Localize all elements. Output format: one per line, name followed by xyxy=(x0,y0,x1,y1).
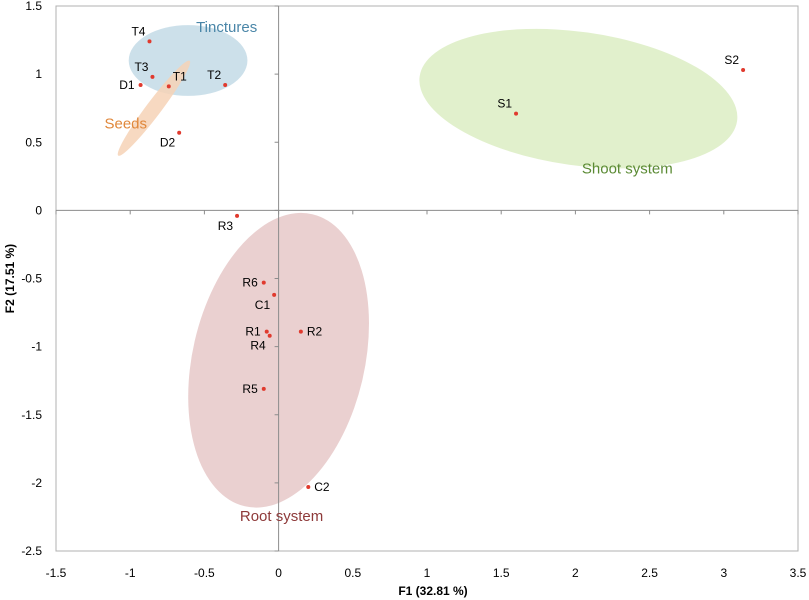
point-d1 xyxy=(138,83,143,88)
point-c1 xyxy=(272,292,277,297)
y-tick-label: 1.5 xyxy=(25,0,42,13)
point-label-s2: S2 xyxy=(724,53,739,67)
point-label-s1: S1 xyxy=(497,97,512,111)
x-tick-label: 3 xyxy=(720,566,727,580)
point-label-c1: C1 xyxy=(255,298,271,312)
group-label-shoot-system: Shoot system xyxy=(582,161,673,178)
point-r6 xyxy=(261,280,266,285)
point-label-d1: D1 xyxy=(119,78,135,92)
point-label-t3: T3 xyxy=(134,60,148,74)
y-tick-label: 0 xyxy=(35,203,42,217)
x-tick-label: -1.5 xyxy=(46,566,67,580)
x-tick-label: 2.5 xyxy=(641,566,658,580)
y-axis-title: F2 (17.51 %) xyxy=(3,244,17,313)
x-tick-label: -1 xyxy=(125,566,136,580)
point-label-t1: T1 xyxy=(173,69,187,83)
y-tick-label: -1 xyxy=(31,340,42,354)
point-label-r2: R2 xyxy=(307,325,323,339)
y-tick-label: 1 xyxy=(35,67,42,81)
group-label-root-system: Root system xyxy=(240,508,323,525)
point-r4 xyxy=(267,333,272,338)
point-label-r1: R1 xyxy=(245,325,261,339)
point-label-d2: D2 xyxy=(160,136,176,150)
point-label-r5: R5 xyxy=(242,382,258,396)
x-tick-label: -0.5 xyxy=(194,566,215,580)
axes: -1.5 -1 -0.5 0 0.5 1 1.5 2 2.5 3 3.5 -2.5 -2 -1.5 -1 -0… xyxy=(21,0,806,580)
point-r3 xyxy=(235,213,240,218)
point-label-r3: R3 xyxy=(218,219,234,233)
x-tick-label: 0 xyxy=(275,566,282,580)
x-tick-label: 1.5 xyxy=(493,566,510,580)
point-label-t2: T2 xyxy=(207,68,221,82)
group-labels: Tinctures Seeds Shoot system Root system xyxy=(104,19,672,525)
point-t3 xyxy=(150,74,155,79)
y-tick-label: 0.5 xyxy=(25,135,42,149)
point-c2 xyxy=(306,484,311,489)
x-tick-label: 1 xyxy=(424,566,431,580)
point-label-c2: C2 xyxy=(314,480,330,494)
plot-border xyxy=(55,5,799,552)
x-tick-label: 2 xyxy=(572,566,579,580)
group-ellipses xyxy=(117,25,738,508)
x-axis-title: F1 (32.81 %) xyxy=(398,584,467,598)
y-tick-label: -1.5 xyxy=(21,408,42,422)
point-r2 xyxy=(298,329,303,334)
group-label-tinctures: Tinctures xyxy=(196,19,257,36)
point-r1 xyxy=(264,329,269,334)
x-tick-label: 0.5 xyxy=(344,566,361,580)
ellipse-shoot-system xyxy=(419,28,738,169)
point-s2 xyxy=(741,68,746,73)
point-d2 xyxy=(177,130,182,135)
point-s1 xyxy=(514,111,519,116)
y-tick-label: -0.5 xyxy=(21,272,42,286)
point-label-r6: R6 xyxy=(242,276,258,290)
point-t1 xyxy=(166,84,171,89)
point-t4 xyxy=(147,39,152,44)
group-label-seeds: Seeds xyxy=(104,116,147,133)
ellipse-tinctures xyxy=(128,25,248,96)
x-tick-label: 3.5 xyxy=(790,566,807,580)
y-tick-label: -2 xyxy=(31,476,42,490)
point-r5 xyxy=(261,386,266,391)
ellipse-seeds xyxy=(117,60,191,156)
y-tick-label: -2.5 xyxy=(21,544,42,558)
point-label-r4: R4 xyxy=(250,339,266,353)
point-t2 xyxy=(223,83,228,88)
point-label-t4: T4 xyxy=(131,24,145,38)
